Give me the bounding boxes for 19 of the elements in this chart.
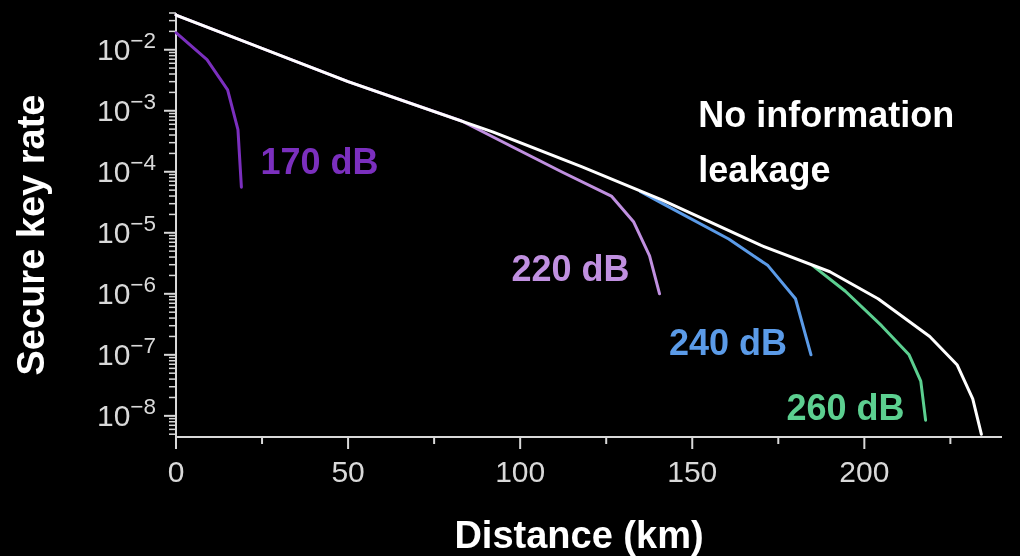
y-tick-label: 10$^{−5}$: [96, 210, 156, 249]
x-tick-label: 50: [331, 455, 365, 488]
y-tick-label: 10$^{−8}$: [96, 393, 156, 432]
series-label: 260 dB: [786, 387, 905, 429]
x-axis-title: Distance (km): [454, 514, 704, 556]
x-tick-label: 100: [495, 455, 546, 488]
y-axis-title: Secure key rate: [10, 94, 52, 376]
x-tick-label: 200: [839, 455, 890, 488]
y-tick-label: 10$^{−7}$: [96, 332, 156, 371]
y-tick-label: 10$^{−2}$: [96, 27, 156, 66]
x-tick-label: 0: [167, 455, 185, 488]
series-label: 220 dB: [511, 247, 630, 289]
y-tick-label: 10$^{−6}$: [96, 271, 156, 310]
series-label: 170 dB: [260, 141, 379, 183]
y-tick-label: 10$^{−4}$: [96, 149, 156, 188]
y-tick-label: 10$^{−3}$: [96, 88, 156, 127]
series-label: No information leakage: [698, 94, 955, 191]
x-tick-label: 150: [667, 455, 718, 488]
series-label: 240 dB: [668, 321, 787, 363]
